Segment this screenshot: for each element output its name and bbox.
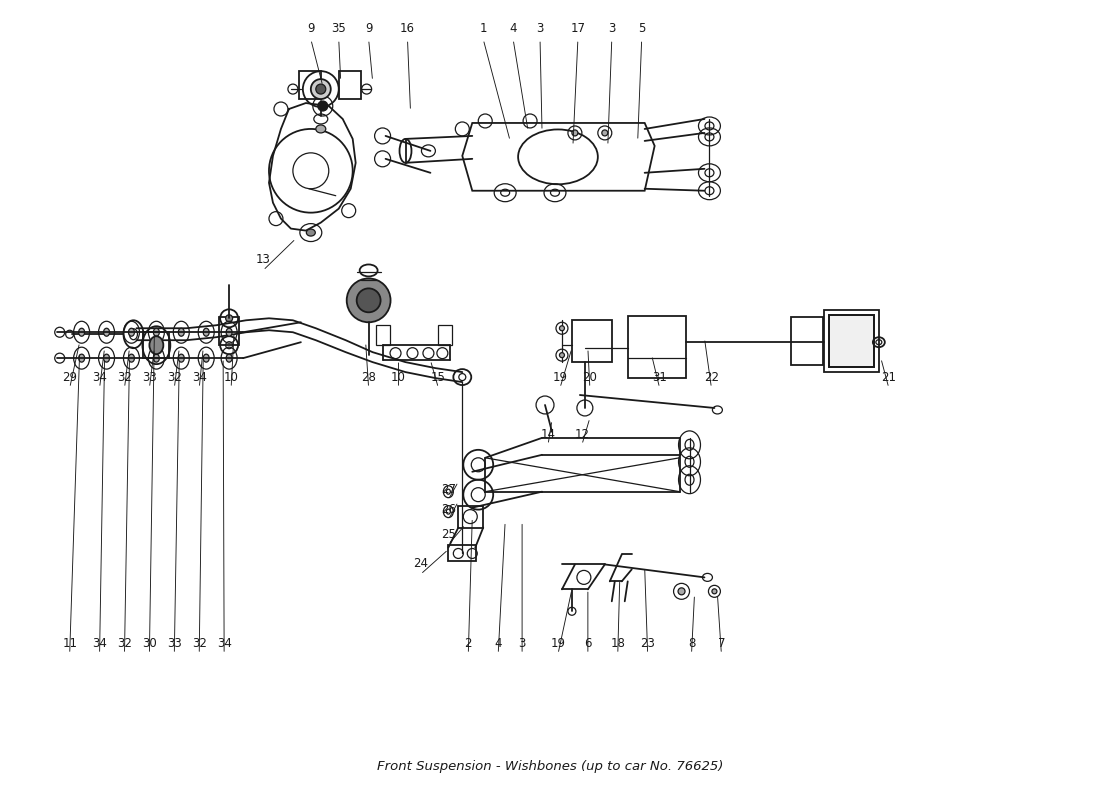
Bar [829,315,873,367]
Text: 23: 23 [640,637,656,650]
Bar [375,326,389,345]
Ellipse shape [103,328,110,336]
Text: 34: 34 [217,637,232,650]
Text: 4: 4 [494,637,502,650]
Circle shape [311,79,331,99]
Text: 1: 1 [480,22,487,35]
Text: 11: 11 [63,637,77,650]
Text: 33: 33 [167,637,182,650]
Bar [299,71,321,99]
Text: 31: 31 [652,371,667,384]
Ellipse shape [678,588,685,595]
Ellipse shape [153,354,159,362]
Bar [439,326,452,345]
Ellipse shape [560,326,564,330]
Ellipse shape [316,125,326,133]
Text: 29: 29 [63,371,77,384]
Circle shape [346,278,390,322]
Ellipse shape [572,130,578,136]
Bar [143,332,169,358]
Text: 35: 35 [331,22,346,35]
Text: 32: 32 [117,371,132,384]
Text: 28: 28 [361,371,376,384]
Ellipse shape [129,328,134,336]
Text: 14: 14 [540,428,556,441]
Ellipse shape [204,328,209,336]
Text: 5: 5 [638,22,646,35]
Text: 34: 34 [92,371,107,384]
Bar [628,316,685,378]
Ellipse shape [602,130,608,136]
Bar [339,71,361,99]
Text: 30: 30 [142,637,157,650]
Text: 12: 12 [574,428,590,441]
Text: 22: 22 [704,371,719,384]
Ellipse shape [103,354,110,362]
Bar [572,320,612,362]
Text: 3: 3 [537,22,543,35]
Ellipse shape [150,336,163,354]
Text: 32: 32 [117,637,132,650]
Ellipse shape [78,328,85,336]
Text: 26: 26 [441,502,455,515]
Text: 19: 19 [552,371,568,384]
Ellipse shape [129,354,134,362]
Ellipse shape [178,328,185,336]
Bar [449,546,476,562]
Ellipse shape [306,229,316,236]
Bar [829,315,873,367]
Circle shape [318,101,328,111]
Text: 10: 10 [223,371,239,384]
Text: 3: 3 [518,637,526,650]
Text: 15: 15 [431,371,446,384]
Bar [824,310,879,372]
Text: 10: 10 [392,371,406,384]
Text: 32: 32 [167,371,182,384]
Text: 25: 25 [441,527,455,541]
Text: 21: 21 [881,371,896,384]
Text: 19: 19 [550,637,565,650]
Ellipse shape [227,328,232,336]
Ellipse shape [560,353,564,358]
Text: 8: 8 [688,637,695,650]
Bar [459,506,483,527]
Text: 34: 34 [191,371,207,384]
Ellipse shape [153,328,159,336]
Ellipse shape [712,589,717,594]
Ellipse shape [226,314,232,322]
Text: 27: 27 [441,482,455,496]
Text: Front Suspension - Wishbones (up to car No. 76625): Front Suspension - Wishbones (up to car … [377,760,723,774]
Ellipse shape [178,354,185,362]
Text: 20: 20 [582,371,597,384]
Text: 9: 9 [365,22,373,35]
Text: 24: 24 [412,558,428,570]
Text: 2: 2 [464,637,472,650]
Text: 18: 18 [610,637,625,650]
Bar [791,318,823,365]
Text: 7: 7 [717,637,725,650]
Text: 13: 13 [255,254,271,266]
Text: 17: 17 [571,22,585,35]
Ellipse shape [204,354,209,362]
Text: 32: 32 [191,637,207,650]
Text: 3: 3 [608,22,616,35]
Text: 33: 33 [142,371,157,384]
Text: 16: 16 [400,22,415,35]
Circle shape [316,84,326,94]
Ellipse shape [227,354,232,362]
Ellipse shape [78,354,85,362]
Text: 34: 34 [92,637,107,650]
Bar [219,318,239,345]
Text: 4: 4 [509,22,517,35]
Circle shape [356,288,381,312]
Text: 6: 6 [584,637,592,650]
Text: 9: 9 [307,22,315,35]
